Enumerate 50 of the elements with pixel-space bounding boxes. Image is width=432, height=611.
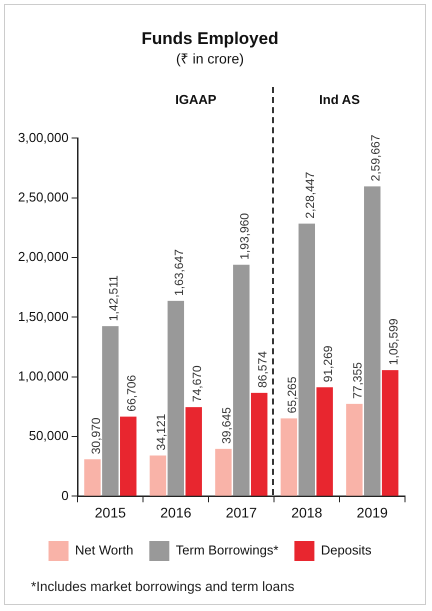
data-label: 1,05,599 — [386, 318, 400, 366]
bar — [280, 418, 298, 496]
bar — [120, 416, 136, 496]
legend-label: Net Worth — [75, 542, 134, 558]
y-tick-label: 50,000 — [28, 428, 69, 444]
data-label: 66,706 — [124, 374, 139, 412]
bar — [316, 387, 333, 496]
bar — [168, 300, 184, 496]
data-label: 65,265 — [285, 376, 300, 414]
x-tick-label: 2017 — [226, 504, 258, 520]
data-label: 86,574 — [256, 350, 270, 388]
bar — [298, 224, 316, 496]
text: Ind AS — [319, 92, 360, 107]
data-label: 34,121 — [154, 413, 168, 450]
data-label: 1,42,511 — [106, 274, 121, 322]
bar — [233, 264, 250, 496]
x-tick-label: 2019 — [356, 504, 388, 520]
y-tick-label: 1,00,000 — [18, 368, 69, 384]
x-tick-label: 2015 — [94, 504, 126, 520]
data-label: 1,63,647 — [172, 248, 186, 296]
chart-title: Funds Employed — [142, 28, 278, 48]
bar — [102, 326, 119, 496]
bar — [364, 186, 380, 496]
bar — [346, 404, 363, 496]
y-tick-label: 2,50,000 — [18, 189, 69, 204]
data-label: 74,670 — [190, 365, 204, 402]
data-label: 2,59,667 — [368, 134, 383, 182]
bar — [150, 455, 166, 496]
y-tick-label: 0 — [61, 488, 69, 503]
data-label: 39,645 — [220, 406, 234, 444]
y-tick-label: 2,00,000 — [18, 249, 69, 264]
data-label: 2,28,447 — [303, 172, 318, 219]
y-tick-label: 3,00,000 — [18, 130, 69, 145]
data-label: 30,970 — [88, 417, 103, 454]
bar — [382, 370, 398, 496]
bar — [84, 459, 101, 496]
x-tick-label: 2016 — [160, 504, 192, 520]
chart-subtitle: (₹ in crore) — [176, 50, 244, 67]
text: IGAAP — [175, 92, 217, 107]
data-label: 91,269 — [320, 345, 335, 382]
data-label: 1,93,960 — [238, 212, 252, 260]
bar — [185, 407, 202, 496]
x-tick-label: 2018 — [291, 504, 323, 520]
text: *Includes market borrowings and term loans — [31, 579, 294, 594]
bar — [215, 448, 232, 496]
bar — [250, 392, 268, 496]
legend-label: Term Borrowings* — [176, 542, 278, 558]
data-label: 77,355 — [350, 362, 365, 399]
legend-label: Deposits — [320, 542, 372, 558]
y-tick-label: 1,50,000 — [18, 308, 69, 324]
